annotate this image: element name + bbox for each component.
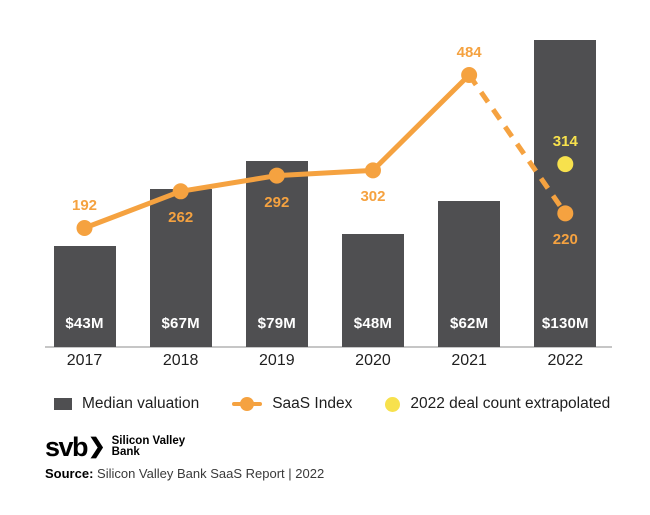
line-dot: [240, 397, 255, 411]
legend-item-median-valuation: Median valuation: [54, 395, 199, 413]
legend-label: SaaS Index: [272, 395, 353, 412]
bar-value-label-2017: $43M: [65, 315, 104, 332]
svb-wordmark: svb: [45, 432, 89, 462]
x-axis-label-2019: 2019: [259, 352, 295, 369]
x-axis-label-2021: 2021: [451, 352, 487, 369]
x-axis-line: [45, 346, 612, 348]
x-axis-label-2018: 2018: [162, 352, 199, 369]
svb-name-line2: Bank: [111, 446, 140, 458]
svb-name-line1: Silicon Valley: [111, 434, 186, 447]
deal-count-extrapolated-label: 314: [552, 133, 578, 151]
median-valuation-bar-2017: [53, 245, 116, 347]
bar-value-label-2020: $48M: [353, 315, 393, 332]
x-axis-label-2020: 2020: [355, 352, 391, 369]
median-valuation-bar-2022: [534, 40, 597, 347]
svb-logo: svb ❯ Silicon Valley Bank: [45, 432, 186, 462]
dot-swatch-icon: [385, 396, 401, 412]
svb-bank-name: Silicon Valley Bank: [111, 434, 186, 459]
source-label: Source:: [45, 466, 94, 481]
legend-item-deal-count: 2022 deal count extrapolated: [385, 395, 610, 413]
x-axis-label-2017: 2017: [66, 352, 103, 369]
source-attribution: Source: Silicon Valley Bank SaaS Report …: [45, 466, 324, 481]
legend: Median valuation SaaS Index 2022 deal co…: [54, 392, 610, 416]
saas-index-point-2020: [364, 162, 381, 179]
median-valuation-bar-2020: [341, 233, 404, 347]
saas-index-value-label-2018: 262: [168, 209, 194, 227]
bar-value-label-2021: $62M: [449, 315, 489, 332]
legend-label: 2022 deal count extrapolated: [410, 395, 611, 412]
saas-index-value-label-2022: 220: [552, 231, 578, 249]
bar-value-label-2018: $67M: [161, 315, 200, 332]
saas-index-value-label-2020: 302: [360, 188, 386, 206]
bar-value-label-2022: $130M: [541, 315, 589, 332]
saas-index-point-2021: [461, 66, 478, 83]
saas-index-value-label-2019: 292: [264, 193, 290, 211]
bar-value-label-2019: $79M: [257, 315, 296, 332]
legend-item-saas-index: SaaS Index: [232, 395, 352, 413]
source-text: Silicon Valley Bank SaaS Report | 2022: [93, 466, 325, 481]
line-dot-swatch-icon: [232, 397, 263, 411]
saas-index-value-label-2021: 484: [456, 43, 482, 61]
legend-label: Median valuation: [82, 395, 200, 412]
x-axis-label-2022: 2022: [547, 352, 584, 369]
saas-index-point-2017: [76, 219, 93, 236]
bar-swatch-icon: [54, 398, 72, 410]
chevron-right-icon: ❯: [88, 435, 106, 458]
saas-index-value-label-2017: 192: [71, 196, 98, 214]
